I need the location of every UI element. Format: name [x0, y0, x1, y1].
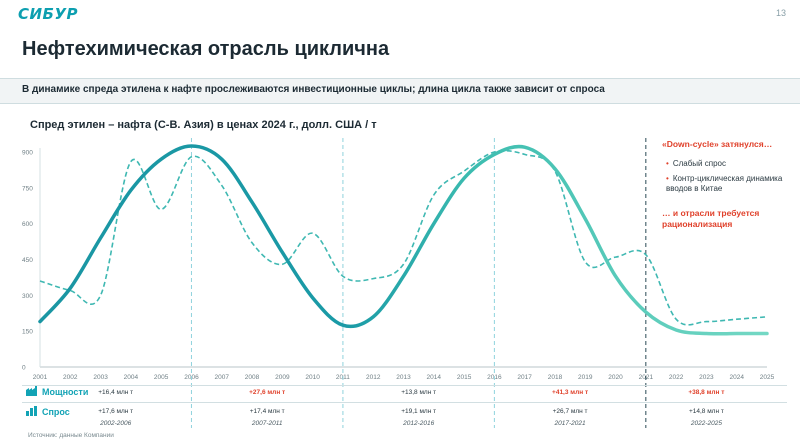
x-tick-label: 2024: [729, 374, 744, 381]
annotation-item-text: Слабый спрос: [672, 159, 726, 168]
x-tick-label: 2012: [366, 374, 381, 381]
annotation-item: • Контр-циклическая динамика вводов в Кит…: [666, 174, 783, 193]
table-cell: +38,8 млн т: [688, 389, 725, 396]
x-tick-label: 2007: [215, 374, 230, 381]
y-tick-label: 900: [22, 150, 33, 157]
x-tick-label: 2017: [517, 374, 532, 381]
y-tick-label: 600: [22, 221, 33, 228]
y-tick-label: 750: [22, 185, 33, 192]
x-tick-label: 2023: [699, 374, 714, 381]
table-divider: [22, 385, 787, 386]
table-cell: +14,8 млн т: [688, 408, 724, 415]
logo: СИБУР: [18, 5, 79, 23]
annotation-footer: … и отрасли требуется рационализация: [662, 208, 760, 229]
period-label: 2012-2016: [403, 420, 435, 427]
subtitle: В динамике спреда этилена к нафте просле…: [22, 84, 605, 95]
series-line-dashed-hit: [40, 151, 767, 325]
period-label: 2022-2025: [690, 420, 722, 427]
table-cell: +16,4 млн т: [98, 389, 134, 396]
table-cell: +41,3 млн т: [552, 389, 589, 396]
x-tick-label: 2010: [305, 374, 320, 381]
x-tick-label: 2004: [124, 374, 139, 381]
series-line-solid: [38, 144, 769, 336]
x-tick-label: 2019: [578, 374, 593, 381]
annotation-item-text: Контр-циклическая динамика вводов в Кита…: [666, 174, 783, 193]
x-tick-label: 2005: [154, 374, 169, 381]
y-tick-label: 300: [22, 293, 33, 300]
page-title: Нефтехимическая отрасль циклична: [22, 38, 390, 60]
table-cell: +26,7 млн т: [552, 408, 588, 415]
table-cell: +17,4 млн т: [249, 408, 285, 415]
period-label: 2007-2011: [251, 420, 283, 427]
x-tick-label: 2022: [669, 374, 684, 381]
table-cell: +13,8 млн т: [401, 389, 437, 396]
row-label-demand: Спрос: [42, 407, 70, 417]
row-label-capacity: Мощности: [42, 387, 89, 397]
annotation-title: «Down-cycle» затянулся…: [662, 139, 773, 149]
subtitle-bar: [0, 78, 800, 104]
x-tick-label: 2013: [396, 374, 411, 381]
page-number: 13: [775, 8, 786, 18]
y-tick-label: 0: [22, 365, 26, 372]
x-tick-label: 2025: [760, 374, 775, 381]
annotation-item: • Слабый спрос: [666, 159, 726, 168]
chart-title: Спред этилен – нафта (С-В. Азия) в ценах…: [30, 119, 377, 131]
x-tick-label: 2003: [93, 374, 108, 381]
x-tick-label: 2009: [275, 374, 290, 381]
period-label: 2002-2006: [100, 420, 132, 427]
table-cell: +17,6 млн т: [98, 408, 134, 415]
y-tick-label: 450: [22, 257, 33, 264]
table-divider: [22, 402, 787, 403]
factory-icon: [26, 386, 37, 396]
x-tick-label: 2002: [63, 374, 78, 381]
x-tick-label: 2018: [548, 374, 563, 381]
x-tick-label: 2008: [245, 374, 260, 381]
source-note: Источник: данные Компании: [28, 432, 114, 439]
x-tick-label: 2001: [33, 374, 48, 381]
x-tick-label: 2014: [427, 374, 442, 381]
y-tick-label: 150: [22, 329, 33, 336]
table-cell: +19,1 млн т: [401, 408, 437, 415]
x-tick-label: 2020: [608, 374, 623, 381]
table-cell: +27,6 млн т: [249, 389, 286, 396]
x-tick-label: 2015: [457, 374, 472, 381]
period-label: 2017-2021: [554, 420, 586, 427]
series-line-dashed: [39, 149, 768, 326]
bar-chart-icon: [26, 406, 37, 416]
